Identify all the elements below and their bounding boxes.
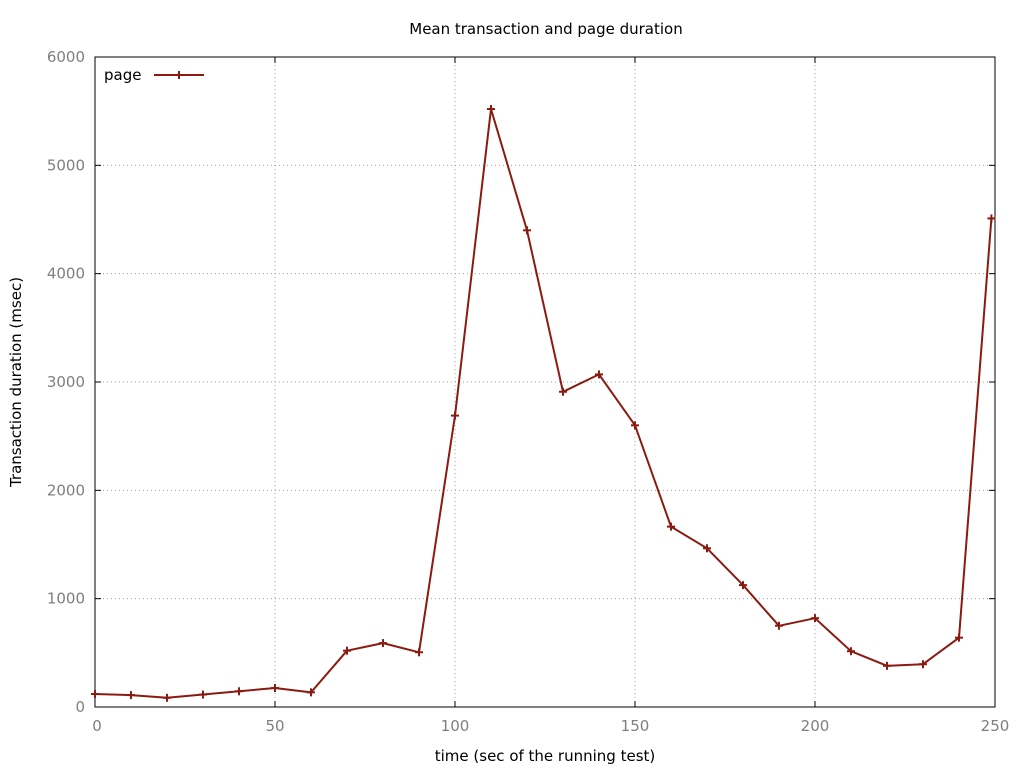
data-point	[987, 214, 996, 223]
x-tick-label: 50	[265, 717, 284, 735]
data-point	[523, 226, 531, 235]
data-point	[667, 522, 675, 531]
data-point	[595, 370, 603, 379]
data-point	[127, 691, 135, 700]
legend-label: page	[104, 66, 141, 84]
series-line-page	[94, 108, 993, 699]
data-point	[739, 581, 747, 590]
data-point	[163, 693, 171, 702]
series-group	[91, 105, 996, 702]
y-tick-label: 2000	[47, 481, 85, 499]
x-axis: 0 50 100 150 200 250	[92, 57, 1009, 735]
data-point	[631, 421, 639, 430]
legend: page	[104, 66, 204, 84]
y-tick-label: 5000	[47, 156, 85, 174]
y-axis-label: Transaction duration (msec)	[7, 277, 25, 488]
data-point	[235, 687, 243, 696]
data-point	[775, 621, 783, 630]
x-tick-label: 200	[801, 717, 830, 735]
data-point	[271, 684, 279, 693]
data-point	[919, 660, 927, 669]
data-point	[379, 639, 387, 648]
grid	[95, 57, 995, 707]
y-tick-label: 0	[75, 698, 85, 716]
data-point	[415, 648, 423, 657]
data-point	[955, 633, 963, 642]
data-point	[91, 690, 99, 698]
chart-title: Mean transaction and page duration	[409, 20, 682, 38]
data-point	[487, 105, 495, 113]
data-point	[703, 544, 711, 553]
y-tick-label: 3000	[47, 373, 85, 391]
data-point	[307, 688, 315, 697]
x-tick-label: 100	[441, 717, 470, 735]
data-point	[199, 690, 207, 699]
x-axis-label: time (sec of the running test)	[435, 747, 656, 765]
data-point	[175, 71, 183, 79]
data-point	[847, 647, 855, 656]
y-tick-label: 6000	[47, 48, 85, 66]
data-point	[559, 387, 567, 396]
x-tick-label: 0	[92, 717, 102, 735]
data-point	[451, 411, 459, 420]
y-tick-label: 4000	[47, 265, 85, 283]
data-point	[343, 646, 351, 655]
x-tick-label: 250	[981, 717, 1010, 735]
data-point	[811, 614, 819, 623]
x-tick-label: 150	[621, 717, 650, 735]
data-point	[883, 661, 891, 670]
y-tick-label: 1000	[47, 590, 85, 608]
y-axis: 0 1000 2000 3000 4000 5000 6000	[47, 48, 995, 716]
